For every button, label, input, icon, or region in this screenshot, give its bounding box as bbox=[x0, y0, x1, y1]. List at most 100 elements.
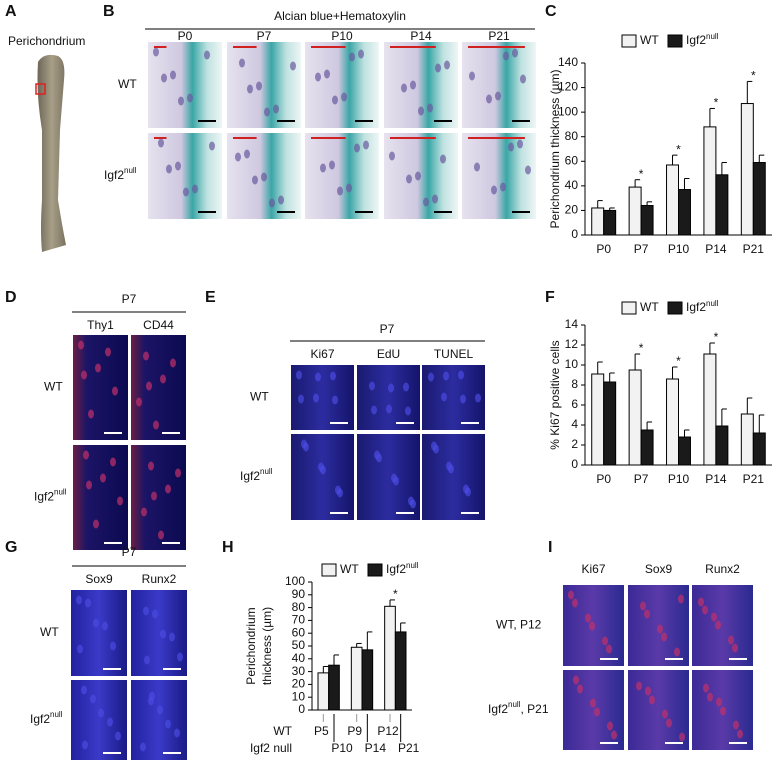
cell-nucleus bbox=[525, 165, 531, 175]
cell-nucleus bbox=[337, 488, 343, 498]
bar bbox=[394, 631, 407, 711]
bar bbox=[603, 381, 617, 466]
cell-nucleus bbox=[577, 684, 583, 694]
cell-nucleus bbox=[410, 499, 416, 509]
column-label: P14 bbox=[410, 29, 432, 43]
micrograph bbox=[227, 42, 301, 128]
column-label: Ki67 bbox=[310, 347, 334, 361]
row-label-sup: null bbox=[50, 710, 63, 719]
cell-nucleus bbox=[81, 370, 87, 380]
x-tick-label: P14 bbox=[705, 472, 727, 486]
micrograph bbox=[357, 434, 420, 520]
cell-nucleus bbox=[296, 370, 302, 380]
cell-nucleus bbox=[388, 383, 394, 393]
column-label: P10 bbox=[331, 29, 353, 43]
legend-name: WT bbox=[340, 562, 359, 576]
cell-nucleus bbox=[324, 69, 330, 79]
cell-nucleus bbox=[346, 183, 352, 193]
y-tick-label: 20 bbox=[565, 203, 579, 217]
legend-sup: null bbox=[706, 32, 719, 41]
cell-nucleus bbox=[151, 491, 157, 501]
cell-nucleus bbox=[235, 152, 241, 162]
cell-nucleus bbox=[160, 374, 166, 384]
cell-nucleus bbox=[209, 141, 215, 151]
cell-nucleus bbox=[572, 598, 578, 608]
micrograph bbox=[148, 42, 222, 128]
legend-entry: Igf2null bbox=[686, 32, 719, 47]
panel-letter: B bbox=[103, 3, 115, 20]
bar bbox=[752, 162, 766, 236]
micrograph bbox=[131, 590, 187, 676]
cell-nucleus bbox=[244, 149, 250, 159]
cell-nucleus bbox=[100, 473, 106, 483]
x-row-label: Igf2 null bbox=[250, 741, 292, 755]
panel-title: Perichondrium bbox=[8, 34, 85, 48]
cell-nucleus bbox=[405, 406, 411, 416]
bar bbox=[678, 189, 691, 236]
cell-nucleus bbox=[716, 697, 722, 707]
bar bbox=[752, 432, 766, 466]
bar bbox=[628, 369, 642, 466]
y-tick-label: 60 bbox=[565, 153, 579, 167]
legend-entry: WT bbox=[340, 562, 359, 576]
cell-nucleus bbox=[204, 50, 210, 60]
column-label: CD44 bbox=[143, 318, 174, 332]
cell-nucleus bbox=[170, 358, 176, 368]
panel-header: P7 bbox=[122, 545, 137, 559]
cell-nucleus bbox=[278, 195, 284, 205]
cell-nucleus bbox=[358, 49, 364, 59]
bar bbox=[703, 353, 717, 466]
legend-swatch bbox=[621, 34, 637, 48]
cell-nucleus bbox=[376, 453, 382, 463]
cell-nucleus bbox=[303, 442, 309, 452]
significance-mark: * bbox=[751, 69, 756, 83]
cell-nucleus bbox=[371, 405, 377, 415]
bar bbox=[384, 605, 396, 711]
column-label: Sox9 bbox=[645, 562, 673, 576]
cell-nucleus bbox=[160, 629, 166, 639]
legend-swatch bbox=[367, 563, 383, 577]
cell-nucleus bbox=[166, 164, 172, 174]
cell-nucleus bbox=[115, 731, 121, 741]
cell-nucleus bbox=[290, 61, 296, 71]
column-label: Runx2 bbox=[142, 572, 177, 586]
legend-entry: WT bbox=[640, 33, 659, 47]
y-axis-label: Perichondrium bbox=[244, 607, 258, 684]
cell-nucleus bbox=[636, 681, 642, 691]
micrograph bbox=[462, 133, 536, 219]
cell-nucleus bbox=[158, 138, 164, 148]
row-label: Igf2null, P21 bbox=[488, 700, 549, 716]
cell-nucleus bbox=[607, 721, 613, 731]
y-tick-label: 90 bbox=[292, 587, 306, 601]
cell-nucleus bbox=[341, 92, 347, 102]
cell-nucleus bbox=[354, 143, 360, 153]
row-label: Igf2null bbox=[240, 467, 273, 483]
row-label-sup: null bbox=[260, 467, 273, 476]
bar bbox=[328, 664, 340, 711]
cell-nucleus bbox=[269, 198, 275, 208]
cell-nucleus bbox=[657, 624, 663, 634]
cell-nucleus bbox=[256, 81, 262, 91]
cell-nucleus bbox=[144, 655, 150, 665]
x-tick-label: P10 bbox=[668, 242, 690, 256]
cell-nucleus bbox=[315, 372, 321, 382]
cell-nucleus bbox=[443, 371, 449, 381]
cell-nucleus bbox=[140, 742, 146, 752]
cell-nucleus bbox=[78, 340, 84, 350]
bar bbox=[591, 207, 605, 236]
panel-title: Alcian blue+Hematoxylin bbox=[274, 9, 406, 23]
bar bbox=[591, 373, 605, 466]
legend-name: WT bbox=[640, 300, 659, 314]
significance-mark: * bbox=[714, 96, 719, 110]
cell-nucleus bbox=[475, 393, 481, 403]
cell-nucleus bbox=[594, 707, 600, 717]
cell-nucleus bbox=[486, 94, 492, 104]
legend-sup: null bbox=[406, 561, 419, 570]
micrograph bbox=[131, 335, 186, 440]
cell-nucleus bbox=[674, 647, 680, 657]
bar bbox=[715, 174, 729, 236]
y-tick-label: 100 bbox=[285, 574, 305, 588]
significance-mark: * bbox=[639, 341, 644, 355]
cell-nucleus bbox=[661, 632, 667, 642]
y-tick-label: 40 bbox=[292, 651, 306, 665]
